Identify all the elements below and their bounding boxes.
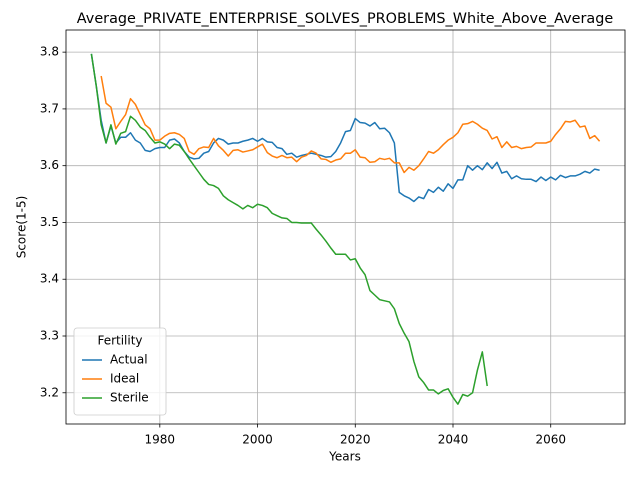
axes-frame [65,29,626,425]
y-tick-label: 3.6 [40,158,59,172]
line [100,75,601,174]
legend-box [73,327,167,416]
y-tick-label: 3.8 [40,45,59,59]
y-tick-label: 3.5 [40,215,59,229]
legend-label: Sterile [110,391,149,405]
chart-title: Average_PRIVATE_ENTERPRISE_SOLVES_PROBLE… [77,11,614,27]
y-tick-label: 3.7 [40,101,59,115]
x-tick-label: 2060 [535,433,566,447]
y-tick-label: 3.3 [40,329,59,343]
legend-title: Fertility [97,334,142,348]
y-tick-label: 3.2 [40,385,59,399]
line [90,53,488,405]
x-tick-label: 2000 [242,433,273,447]
x-tick-label: 2040 [438,433,469,447]
y-tick-label: 3.4 [40,272,59,286]
legend-label: Actual [110,353,148,367]
x-axis-label: Years [328,450,361,464]
legend-label: Ideal [110,372,139,386]
y-axis-label: Score(1-5) [15,196,29,259]
legend: Fertility Actual Ideal Sterile [73,327,167,416]
x-tick-label: 2020 [340,433,371,447]
line [90,53,600,203]
x-tick-label: 1980 [145,433,176,447]
